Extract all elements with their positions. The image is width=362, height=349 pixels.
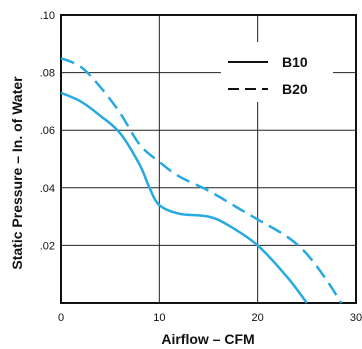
- y-tick-label: .02: [40, 240, 55, 252]
- series-line-b20: [60, 57, 343, 304]
- y-tick-label: .06: [40, 125, 55, 137]
- y-tick-label: .10: [40, 10, 55, 22]
- x-axis-title: Airflow – CFM: [161, 331, 254, 347]
- x-tick-label: 20: [252, 312, 264, 324]
- x-tick-label: 0: [58, 312, 64, 324]
- legend-label-b20: B20: [282, 81, 308, 97]
- y-axis-title: Static Pressure – In. of Water: [9, 76, 25, 270]
- y-tick-label: .04: [40, 183, 55, 195]
- legend: B10 B20: [221, 42, 333, 102]
- tick-labels: .02 .04 .06 .08 .10 0 10 20 30: [40, 10, 362, 324]
- plot-frame: [60, 14, 357, 304]
- series-lines: [60, 57, 343, 304]
- series-line-b10: [60, 91, 308, 304]
- x-tick-label: 10: [153, 312, 165, 324]
- legend-label-b10: B10: [282, 54, 308, 70]
- x-tick-label: 30: [350, 312, 362, 324]
- y-tick-label: .08: [40, 68, 55, 80]
